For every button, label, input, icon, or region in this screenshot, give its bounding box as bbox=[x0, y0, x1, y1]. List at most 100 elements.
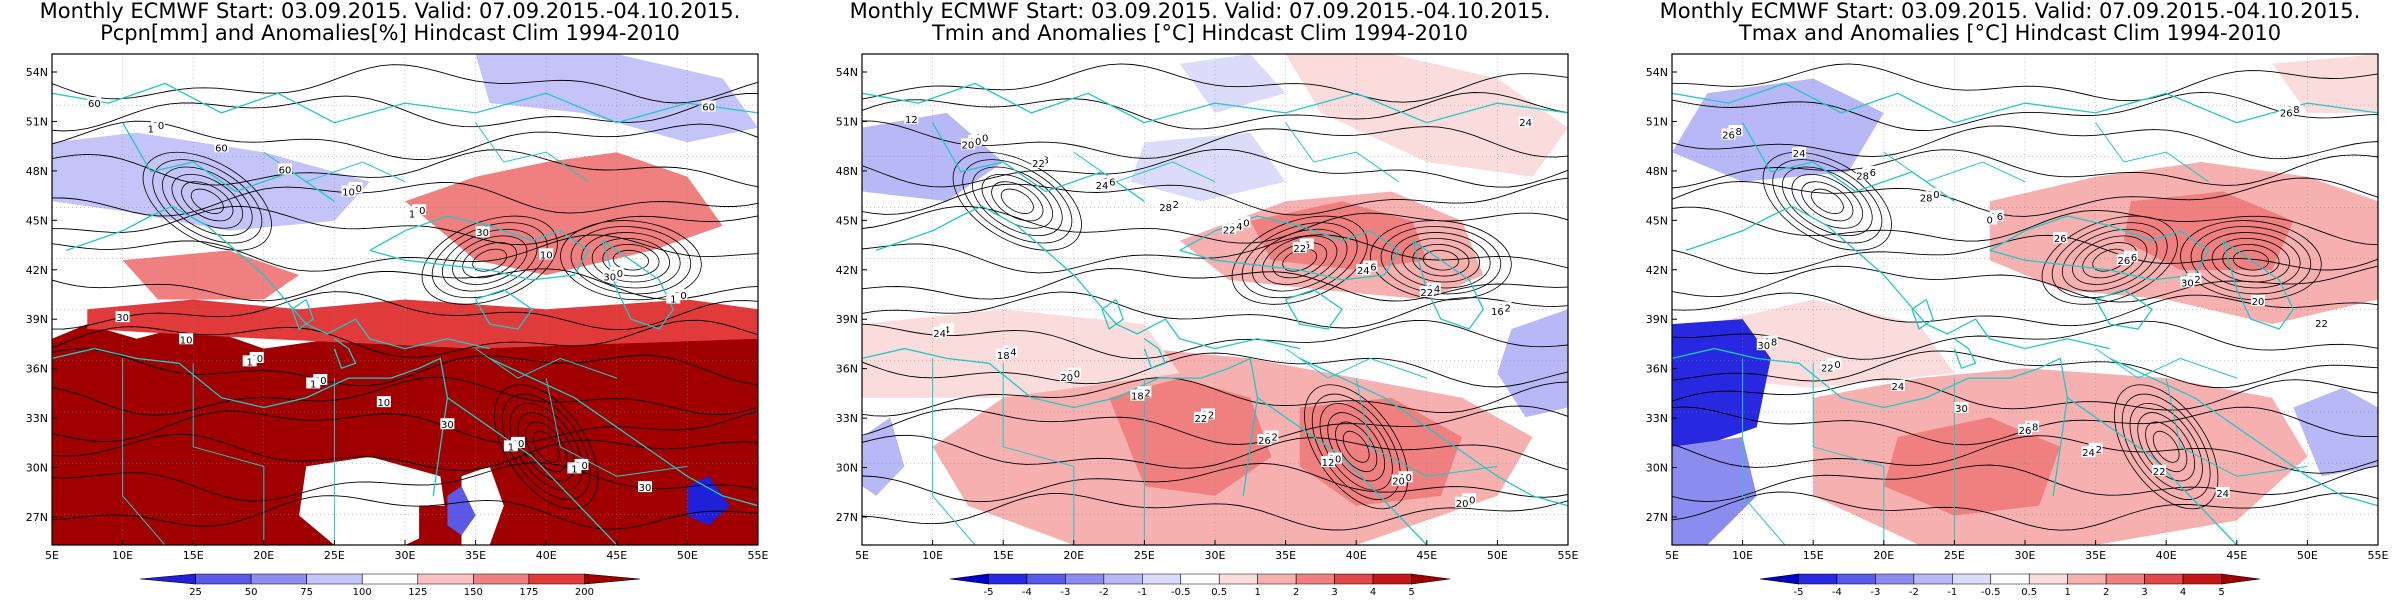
lon-label: 10E bbox=[1732, 549, 1753, 562]
contour-label-bg bbox=[1890, 379, 1905, 391]
lat-label: 27N bbox=[836, 511, 858, 524]
contour-label: 12 bbox=[1202, 410, 1215, 421]
colorbar: -5 -4 -3 -2 -1 -0.5 0.5 1 2 3 4 5 bbox=[1759, 573, 2261, 598]
country-border bbox=[475, 348, 617, 379]
contour-label: 20 bbox=[1067, 370, 1080, 381]
colorbar: -5 -4 -3 -2 -1 -0.5 0.5 1 2 3 4 5 bbox=[949, 573, 1451, 598]
contour-line bbox=[1672, 464, 2378, 503]
contour-label: 1 bbox=[508, 442, 514, 453]
lon-label: 5E bbox=[1665, 549, 1679, 562]
colorbar-segment bbox=[1065, 573, 1105, 585]
contour-label-bg bbox=[1200, 408, 1215, 420]
title-line-2: Tmax and Anomalies [°C] Hindcast Clim 19… bbox=[1738, 21, 2282, 45]
contour-label: 60 bbox=[413, 206, 426, 217]
contour-label-bg bbox=[376, 396, 391, 408]
contour-label: 60 bbox=[314, 376, 327, 387]
coastline bbox=[52, 82, 758, 124]
colorbar-tick-label: -3 bbox=[1060, 587, 1070, 598]
contour-label-bg bbox=[1328, 452, 1343, 464]
colorbar-tick-label: 5 bbox=[2218, 587, 2224, 598]
contour-label-bg bbox=[1391, 474, 1406, 486]
contour-label-bg bbox=[1490, 304, 1505, 316]
lat-label: 42N bbox=[1646, 264, 1668, 277]
contour-line bbox=[52, 93, 758, 132]
contour-ring bbox=[2061, 228, 2158, 292]
contour-ring bbox=[1401, 238, 1480, 283]
colorbar-tick-label: -3 bbox=[1870, 587, 1880, 598]
contour-label-bg bbox=[2314, 317, 2329, 329]
contour-labels: 6060306060606030601060303010306010103060… bbox=[87, 97, 716, 494]
colorbar-tick-label: 2 bbox=[1293, 587, 1299, 598]
contour-label: 12 bbox=[1498, 303, 1511, 314]
colorbar-segment bbox=[1180, 573, 1220, 585]
contour-label: 60 bbox=[152, 121, 165, 132]
colorbar-tick-label: 25 bbox=[189, 587, 202, 598]
contour-line bbox=[862, 177, 1568, 216]
contour-label: 60 bbox=[512, 439, 525, 450]
contour-label-bg bbox=[1419, 286, 1434, 298]
lon-label: 35E bbox=[1275, 549, 1296, 562]
country-border bbox=[2095, 122, 2209, 183]
contour-label-bg bbox=[1356, 264, 1371, 276]
contour-label: 12 bbox=[1166, 200, 1179, 211]
lat-label: 33N bbox=[1646, 412, 1668, 425]
colorbar-tick-label: 4 bbox=[1370, 587, 1376, 598]
contour-ring bbox=[1304, 384, 1409, 510]
colorbar-segment bbox=[1952, 573, 1992, 585]
coastlines bbox=[1672, 82, 2378, 545]
contour-label-bg bbox=[143, 122, 158, 134]
coastline bbox=[1257, 397, 1428, 545]
contour-label-bg bbox=[960, 138, 975, 150]
contour-label-bg bbox=[1792, 147, 1807, 159]
contour-label-bg bbox=[975, 131, 990, 143]
contour-label-bg bbox=[2286, 102, 2301, 114]
contour-ring bbox=[1370, 220, 1512, 301]
contour-line bbox=[1672, 63, 2378, 102]
contour-label-bg bbox=[1222, 223, 1237, 235]
coastline bbox=[65, 205, 490, 350]
anomaly-area bbox=[1672, 437, 1757, 545]
contour-label: 22 bbox=[1195, 414, 1208, 425]
contour-label-bg bbox=[1989, 210, 2004, 222]
contour-label-bg bbox=[277, 163, 292, 175]
lon-label: 10E bbox=[112, 549, 133, 562]
contour-label: 22 bbox=[1032, 159, 1045, 170]
colorbar-tick-label: -5 bbox=[983, 587, 993, 598]
contour-label-bg bbox=[1165, 197, 1180, 209]
lat-label: 33N bbox=[26, 412, 48, 425]
contour-label-bg bbox=[1827, 357, 1842, 369]
anomaly-area bbox=[2272, 54, 2378, 113]
contour-label: 10 bbox=[969, 137, 982, 148]
contour-label-bg bbox=[2215, 486, 2230, 498]
colorbar-segment bbox=[1759, 573, 1799, 585]
contour-label-bg bbox=[1292, 241, 1307, 253]
contour-line bbox=[52, 376, 758, 416]
lon-label: 30E bbox=[1205, 549, 1226, 562]
contour-label-bg bbox=[996, 348, 1011, 360]
contour-label-bg bbox=[405, 207, 420, 219]
lon-label: 50E bbox=[1487, 549, 1508, 562]
contour-label: 10 bbox=[1237, 218, 1250, 229]
colorbar-segment bbox=[195, 573, 252, 585]
precipitation-map: 6060306060606030601060303010306010103060… bbox=[26, 53, 769, 598]
contour-label-bg bbox=[666, 292, 681, 304]
lon-label: 15E bbox=[183, 549, 204, 562]
contour-ring bbox=[2152, 430, 2180, 463]
contour-label: 1 bbox=[571, 464, 577, 475]
contour-label-bg bbox=[2053, 232, 2068, 244]
colorbar-segment bbox=[949, 573, 989, 585]
contour-label: 30 bbox=[476, 228, 489, 239]
contour-ring bbox=[1335, 421, 1378, 472]
contour-label: 1 bbox=[148, 125, 154, 136]
title-line-1: Monthly ECMWF Start: 03.09.2015. Valid: … bbox=[1659, 0, 2361, 23]
contour-ring bbox=[2211, 238, 2290, 283]
colorbar-tick-label: 75 bbox=[300, 587, 313, 598]
lon-label: 50E bbox=[677, 549, 698, 562]
contour-label-bg bbox=[574, 458, 589, 470]
coastline bbox=[447, 397, 618, 545]
contour-label-bg bbox=[179, 333, 194, 345]
contour-label-bg bbox=[2180, 276, 2195, 288]
contour-ring bbox=[1422, 249, 1459, 271]
contour-line bbox=[862, 268, 1568, 302]
contour-label-bg bbox=[475, 226, 490, 238]
